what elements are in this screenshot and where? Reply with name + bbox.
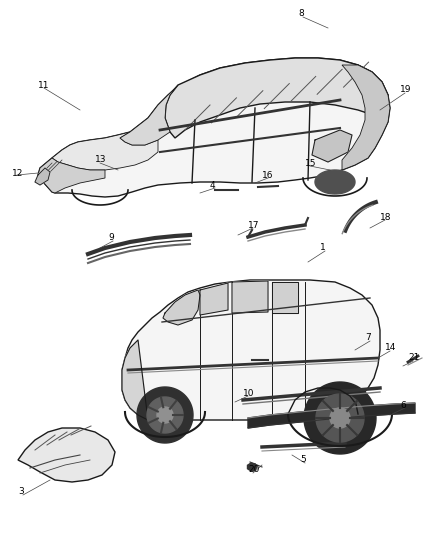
Text: 18: 18	[380, 213, 392, 222]
Polygon shape	[157, 407, 173, 423]
Text: 4: 4	[210, 181, 215, 190]
Polygon shape	[304, 382, 376, 454]
Polygon shape	[120, 85, 178, 145]
Text: 5: 5	[300, 456, 306, 464]
Polygon shape	[18, 428, 115, 482]
Polygon shape	[315, 170, 355, 194]
Text: 7: 7	[365, 334, 371, 343]
Text: 20: 20	[248, 465, 259, 474]
Polygon shape	[200, 283, 228, 315]
Text: 6: 6	[400, 400, 406, 409]
Polygon shape	[38, 158, 105, 193]
Text: 9: 9	[108, 233, 114, 243]
Polygon shape	[330, 408, 350, 428]
Text: 1: 1	[320, 244, 326, 253]
Polygon shape	[163, 290, 200, 325]
Polygon shape	[122, 340, 148, 420]
Polygon shape	[38, 58, 390, 197]
Text: 21: 21	[408, 353, 419, 362]
Text: 15: 15	[305, 158, 317, 167]
Text: 13: 13	[95, 156, 106, 165]
Polygon shape	[137, 387, 193, 443]
Text: 3: 3	[18, 488, 24, 497]
Polygon shape	[342, 65, 390, 170]
Polygon shape	[165, 58, 388, 138]
Polygon shape	[312, 130, 352, 162]
Polygon shape	[35, 168, 50, 185]
Text: 12: 12	[12, 168, 23, 177]
Text: 14: 14	[385, 343, 396, 352]
Polygon shape	[122, 280, 380, 421]
Text: 10: 10	[243, 389, 254, 398]
Polygon shape	[316, 394, 364, 442]
Text: 8: 8	[298, 10, 304, 19]
Polygon shape	[232, 281, 268, 313]
Polygon shape	[147, 397, 183, 433]
Polygon shape	[272, 282, 298, 313]
Text: 19: 19	[400, 85, 411, 94]
Polygon shape	[248, 403, 415, 428]
Text: 17: 17	[248, 221, 259, 230]
Text: 16: 16	[262, 171, 273, 180]
Polygon shape	[247, 463, 257, 471]
Text: 11: 11	[38, 80, 49, 90]
Polygon shape	[52, 132, 158, 170]
